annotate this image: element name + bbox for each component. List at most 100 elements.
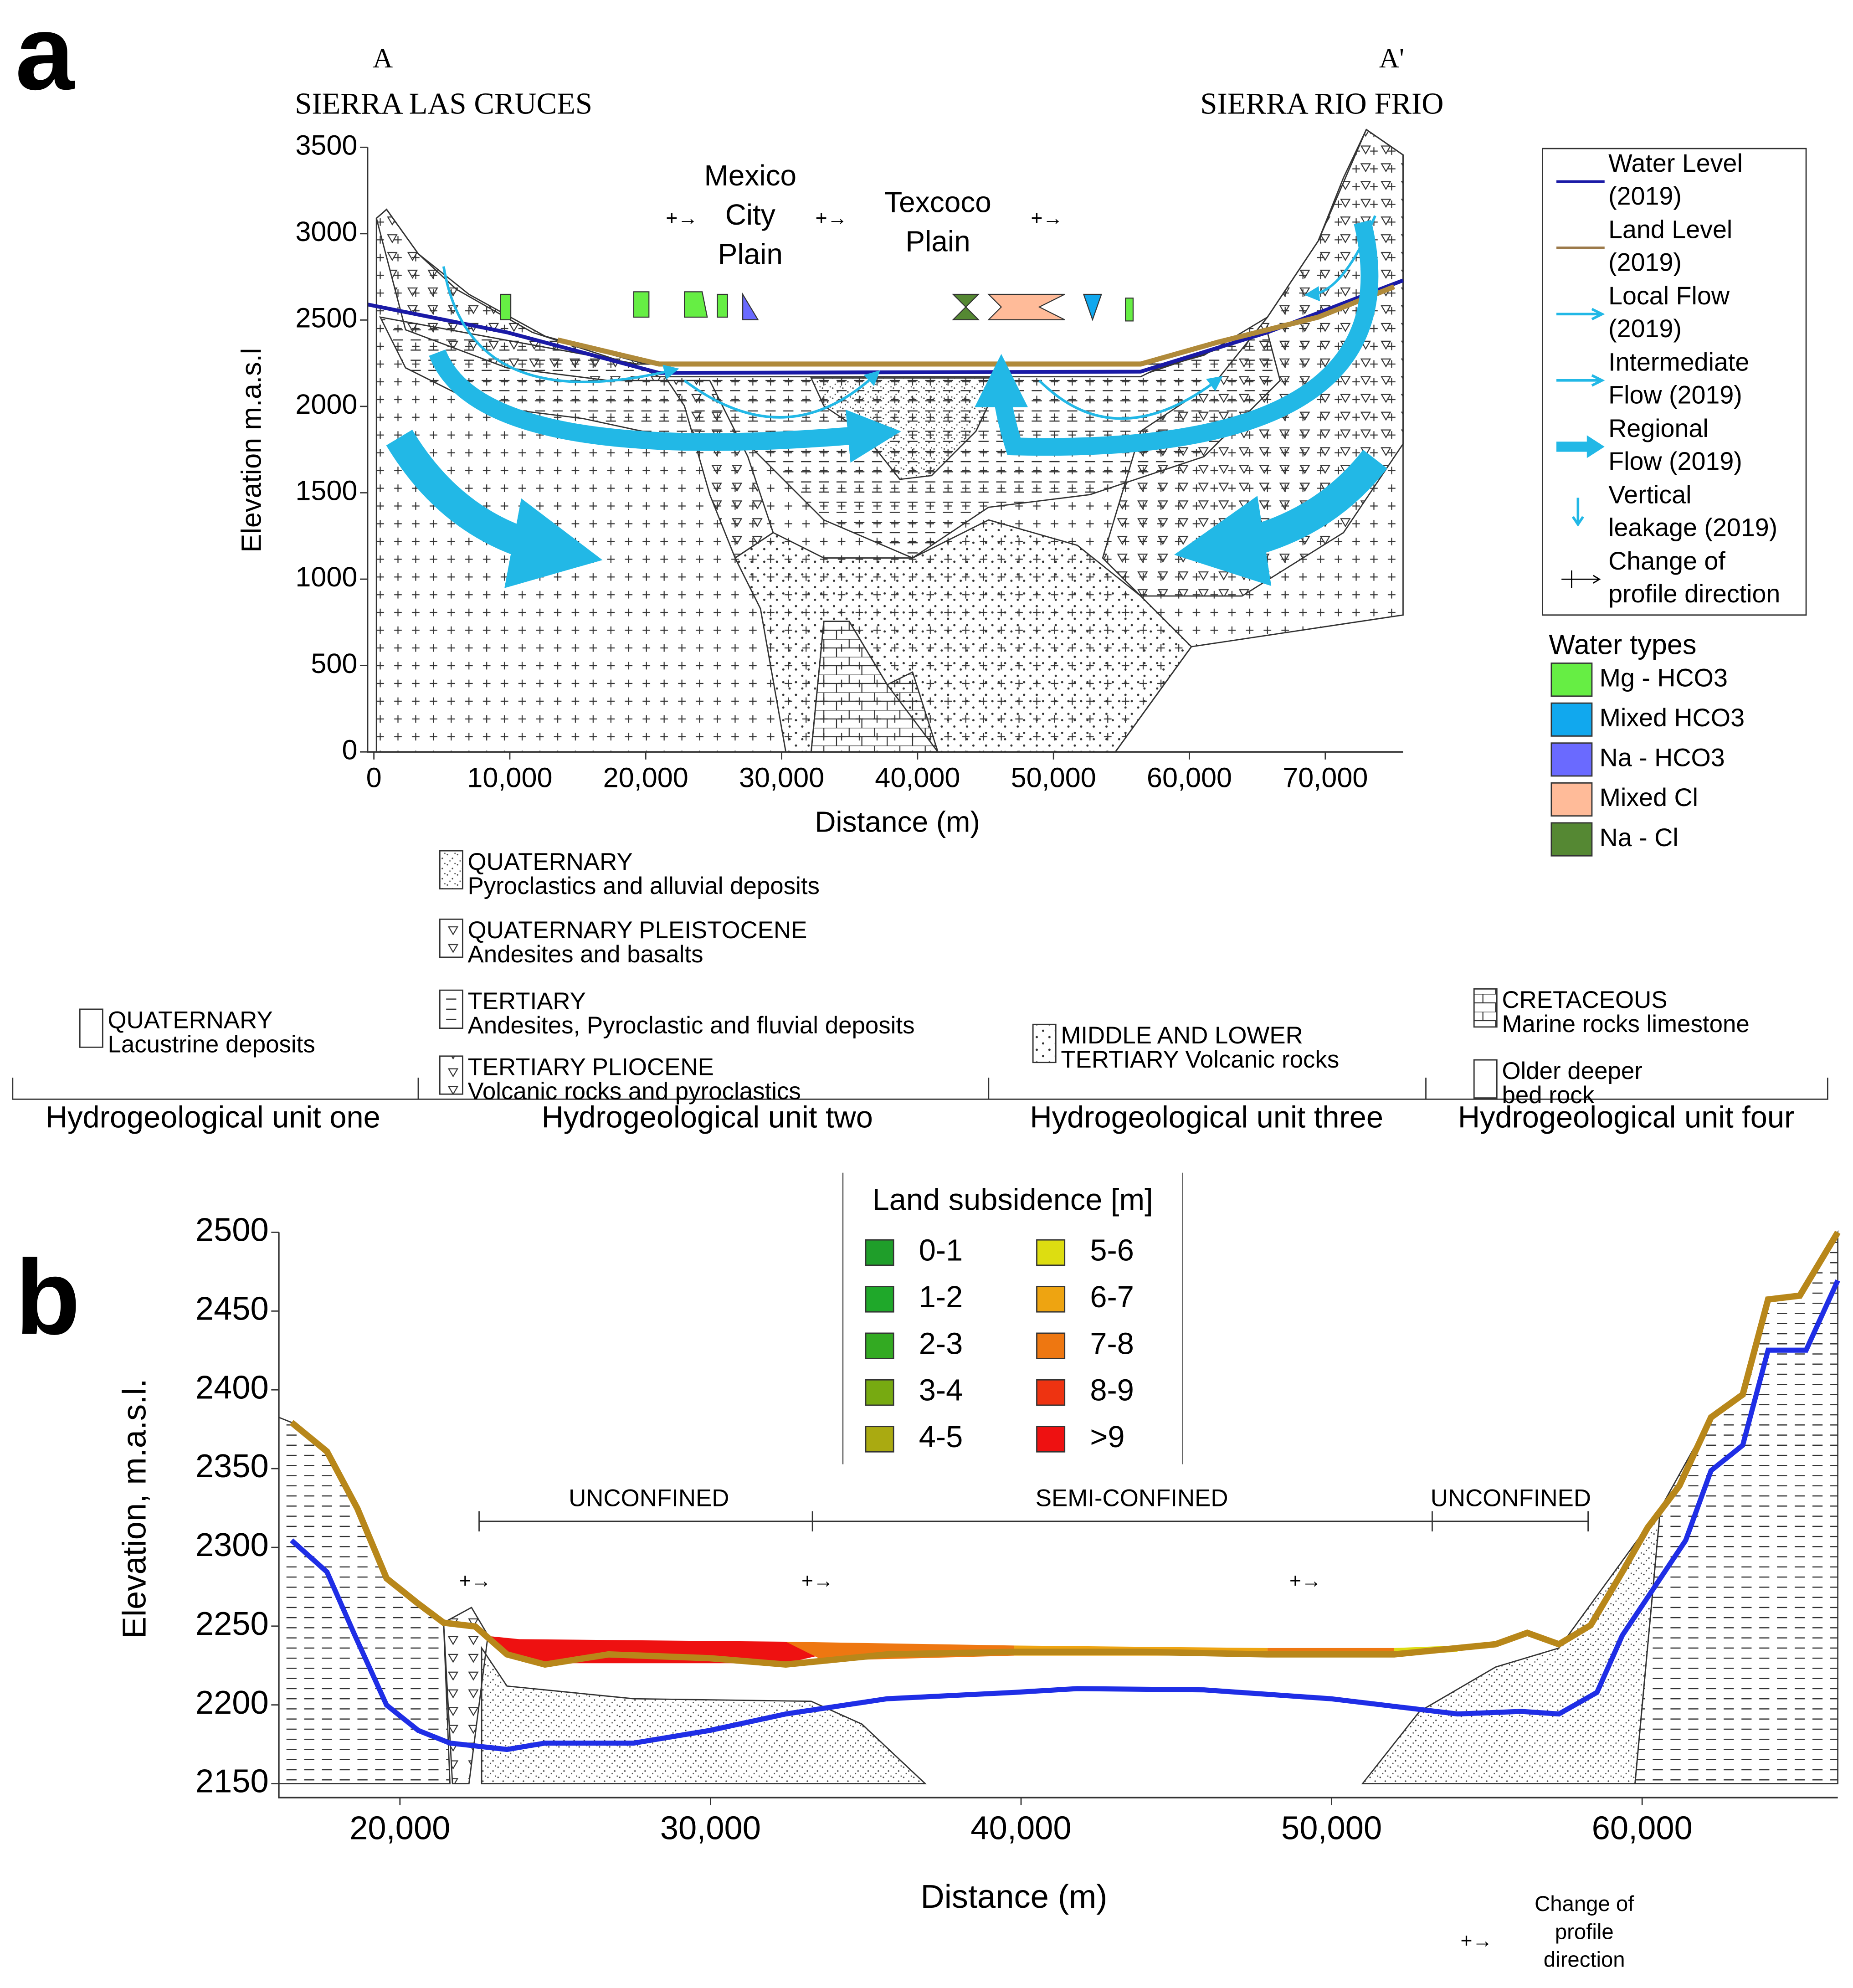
legend-label: leakage (2019)	[1608, 514, 1777, 542]
unit-name: Hydrogeological unit three	[1030, 1101, 1384, 1135]
unit-swatch	[439, 989, 463, 1029]
class-swatch	[1036, 1332, 1066, 1359]
y-axis-label: Elevation, m.a.s.l.	[117, 1379, 153, 1639]
unit-name: Hydrogeological unit two	[542, 1101, 873, 1135]
class-label: 0-1	[919, 1234, 963, 1268]
unit-text: QUATERNARY PLEISTOCENE	[467, 917, 807, 944]
svg-text:+→: +→	[1461, 1930, 1493, 1952]
x-axis-label: Distance (m)	[921, 1879, 1108, 1915]
water-type-label: Mixed Cl	[1600, 783, 1698, 812]
y-tick-label: 0	[342, 734, 357, 765]
class-label: 6-7	[1090, 1280, 1134, 1314]
note-text: profile	[1555, 1920, 1614, 1944]
section-end: A'	[1379, 43, 1404, 74]
legend-symbol	[1556, 308, 1605, 320]
water-type-swatch	[1550, 822, 1593, 857]
plain-label: Plain	[905, 225, 970, 258]
svg-text:+→: +→	[1031, 207, 1063, 230]
axes-b	[278, 1232, 1838, 1798]
unit-text: Marine rocks limestone	[1502, 1011, 1749, 1038]
y-tick-label: 500	[311, 648, 357, 679]
zone-bracket	[478, 1511, 1589, 1531]
y-tick-label: 2350	[195, 1448, 269, 1485]
legend-label: Local Flow	[1608, 282, 1730, 310]
plain-label: City	[725, 198, 775, 231]
legend-label: Land Level	[1608, 215, 1732, 243]
legend-label: Water Level	[1608, 149, 1743, 177]
y-tick-label: 2500	[195, 1212, 269, 1248]
legend-label: (2019)	[1608, 248, 1682, 277]
unit-text: MIDDLE AND LOWER	[1061, 1022, 1303, 1049]
unit-swatch	[439, 918, 463, 958]
note-text: direction	[1544, 1948, 1625, 1972]
land-level-line	[557, 284, 1396, 367]
y-tick-label: 2300	[195, 1527, 269, 1563]
subsidence-band	[482, 1635, 1458, 1664]
unit-swatch	[79, 1008, 103, 1048]
svg-text:+→: +→	[1289, 1570, 1322, 1592]
legend-label: (2019)	[1608, 182, 1682, 210]
x-tick-label: 60,000	[1147, 762, 1232, 793]
y-tick-label: 3000	[295, 216, 357, 247]
legend-box	[1542, 148, 1807, 616]
panel-label: a	[15, 0, 75, 112]
land-level-line	[289, 1230, 1841, 1668]
x-tick-label: 40,000	[970, 1810, 1071, 1847]
unit-text: Volcanic rocks and pyroclastics	[467, 1078, 801, 1104]
unit-text: Older deeper	[1502, 1058, 1642, 1084]
profile-marks-a: +→ +→ +→	[666, 207, 1063, 230]
plain-label: Texcoco	[884, 185, 991, 218]
unit-text: QUATERNARY	[108, 1007, 272, 1034]
unit-swatch	[1032, 1023, 1057, 1063]
class-swatch	[865, 1239, 894, 1266]
plain-label: Plain	[718, 237, 783, 270]
geology-a	[375, 128, 1404, 753]
note-text: Change of	[1535, 1892, 1634, 1916]
unit-text: bed rock	[1502, 1082, 1594, 1109]
unit-text: TERTIARY	[467, 988, 585, 1015]
water-type-label: Mg - HCO3	[1600, 663, 1728, 692]
unit-text: Lacustrine deposits	[108, 1031, 315, 1058]
x-tick-label: 10,000	[467, 762, 552, 793]
profile-marks-b: +→ +→ +→ +→	[459, 1570, 1493, 1952]
water-type-swatch	[1550, 742, 1593, 777]
y-axis-label: Elevation m.a.s.l	[236, 348, 267, 553]
legend-label: Flow (2019)	[1608, 381, 1742, 409]
class-swatch	[1036, 1286, 1066, 1313]
legend-label: Vertical	[1608, 480, 1691, 509]
unit-swatch	[439, 850, 463, 890]
y-tick-label: 1000	[295, 561, 357, 592]
unit-name: Hydrogeological unit four	[1458, 1101, 1794, 1135]
class-label: >9	[1090, 1420, 1124, 1454]
water-type-label: Na - Cl	[1600, 823, 1678, 852]
class-label: 7-8	[1090, 1327, 1134, 1361]
y-tick-label: 2500	[295, 303, 357, 334]
flows-a	[386, 215, 1387, 588]
x-tick-label: 50,000	[1011, 762, 1096, 793]
class-label: 4-5	[919, 1420, 963, 1454]
legend-label: (2019)	[1608, 314, 1682, 343]
svg-text:+→: +→	[666, 207, 698, 230]
panel-label: b	[15, 1238, 80, 1357]
zone-label: UNCONFINED	[1431, 1485, 1591, 1511]
x-tick-label: 50,000	[1281, 1810, 1382, 1847]
unit-text: TERTIARY Volcanic rocks	[1061, 1046, 1339, 1073]
class-label: 3-4	[919, 1374, 963, 1408]
x-tick-label: 60,000	[1592, 1810, 1693, 1847]
unit-text: Pyroclastics and alluvial deposits	[467, 873, 819, 899]
legend-label: Regional	[1608, 414, 1709, 442]
y-tick-label: 1500	[295, 475, 357, 506]
class-label: 1-2	[919, 1280, 963, 1314]
legend-label: Intermediate	[1608, 348, 1749, 376]
x-tick-label: 20,000	[349, 1810, 450, 1847]
svg-text:+→: +→	[459, 1570, 492, 1592]
section-start: A	[373, 43, 393, 74]
legend-label: profile direction	[1608, 580, 1780, 608]
geology-b	[278, 1230, 1839, 1784]
y-tick-label: 3500	[295, 129, 357, 160]
zone-label: UNCONFINED	[569, 1485, 729, 1511]
legend-rules	[842, 1172, 1183, 1464]
y-tick-label: 2200	[195, 1685, 269, 1721]
water-type-swatch	[1550, 663, 1593, 697]
